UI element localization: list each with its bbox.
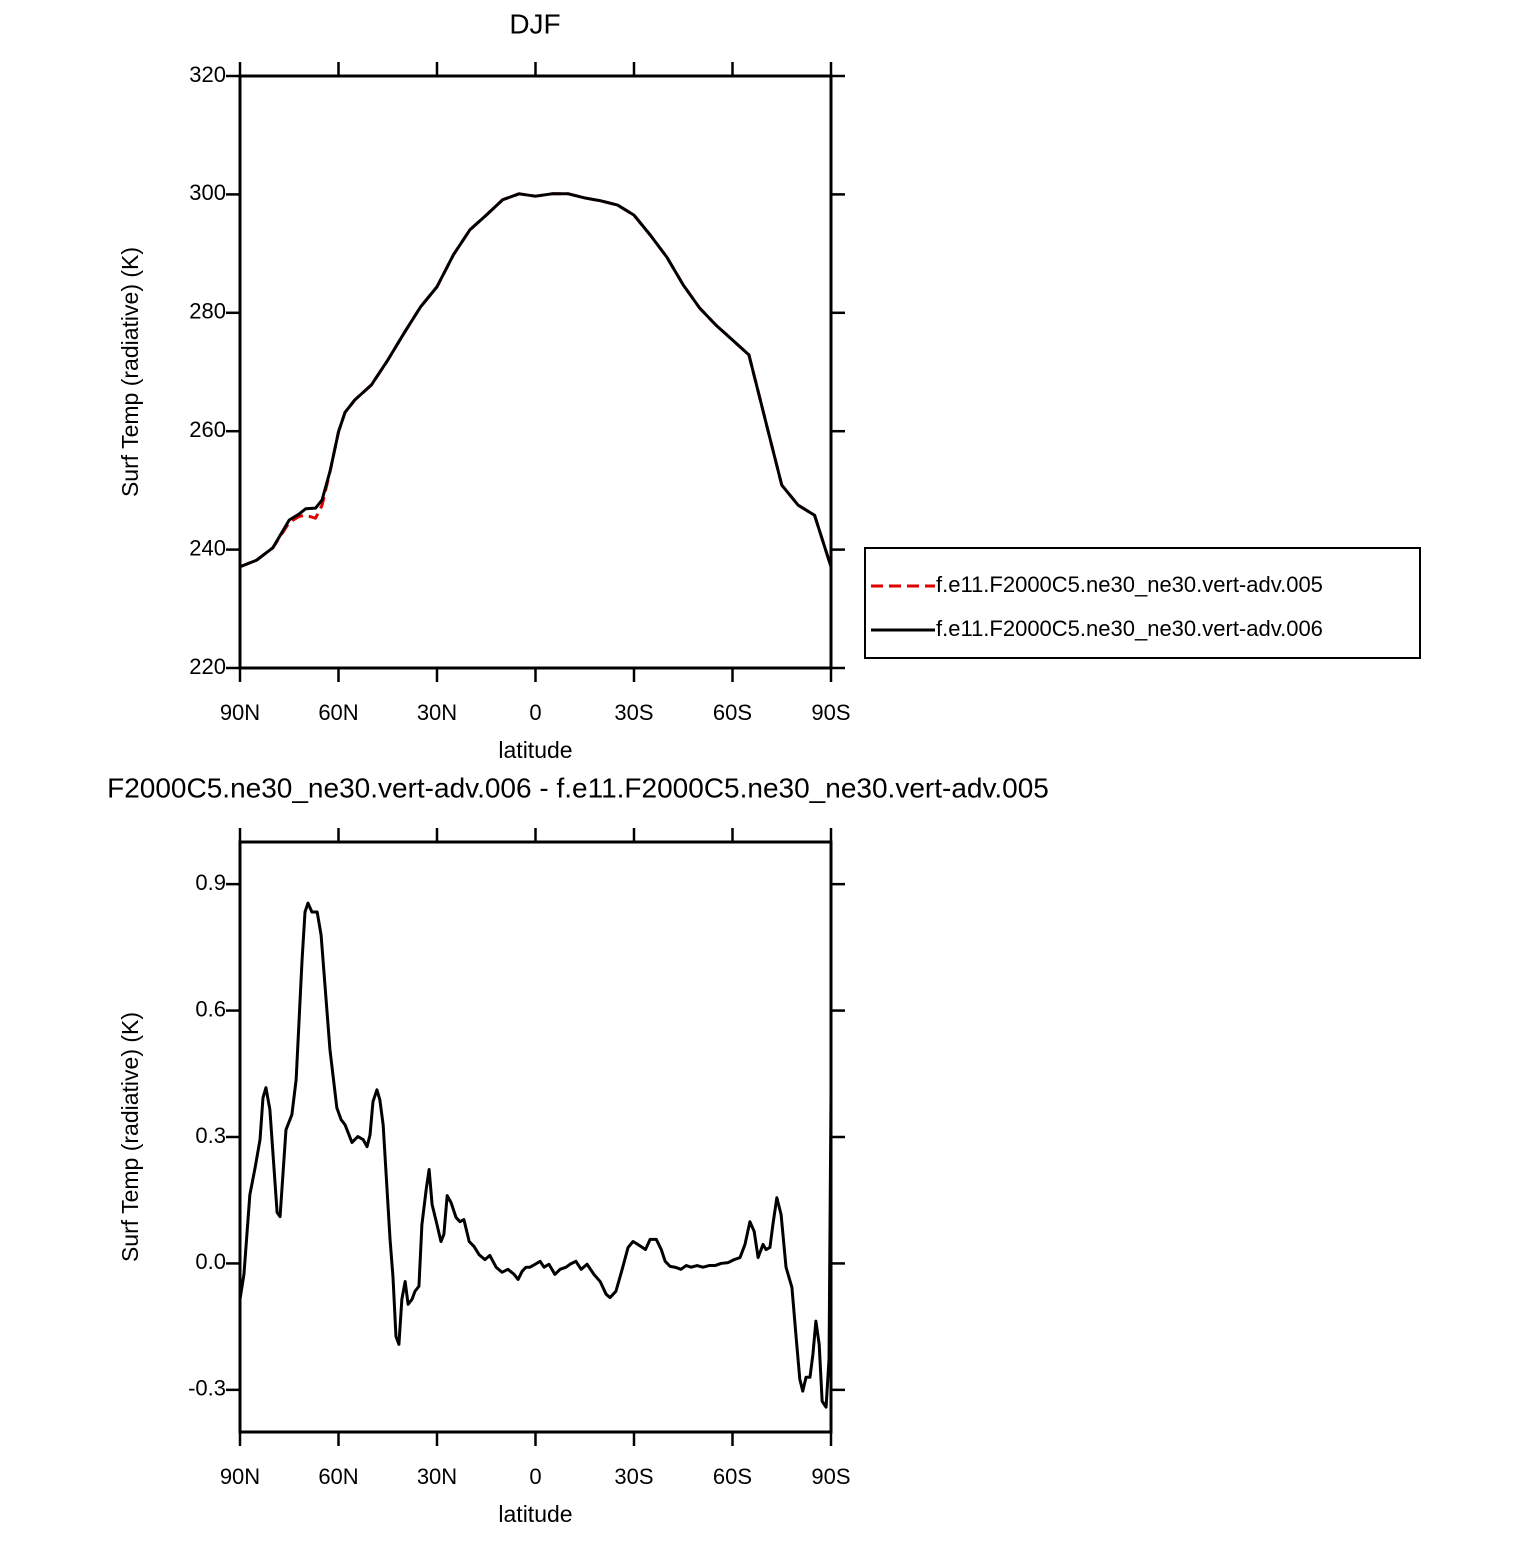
chart-title: DJF [509, 8, 560, 39]
y-tick-label: 320 [189, 62, 226, 87]
y-tick-label: 0.0 [195, 1249, 226, 1274]
y-tick-label: 280 [189, 299, 226, 324]
legend-box [864, 547, 1421, 659]
y-tick-label: 0.3 [195, 1123, 226, 1148]
legend-label: f.e11.F2000C5.ne30_ne30.vert-adv.006 [936, 616, 1323, 641]
plot-frame [238, 840, 833, 1434]
y-tick-label: 0.6 [195, 996, 226, 1021]
x-axis-label: latitude [498, 1501, 572, 1527]
legend-label: f.e11.F2000C5.ne30_ne30.vert-adv.005 [936, 572, 1323, 597]
x-tick-label: 30S [614, 700, 653, 725]
x-tick-label: 90N [220, 1464, 260, 1489]
x-tick-label: 60S [713, 700, 752, 725]
plot-frame [238, 74, 833, 670]
chart-title: F2000C5.ne30_ne30.vert-adv.006 - f.e11.F… [107, 772, 1049, 803]
x-tick-label: 30S [614, 1464, 653, 1489]
y-tick-label: 300 [189, 180, 226, 205]
x-tick-label: 90S [811, 1464, 850, 1489]
x-tick-label: 30N [417, 1464, 457, 1489]
x-tick-label: 0 [529, 1464, 541, 1489]
x-tick-label: 90S [811, 700, 850, 725]
x-tick-label: 90N [220, 700, 260, 725]
y-tick-label: 0.9 [195, 870, 226, 895]
x-tick-label: 0 [529, 700, 541, 725]
x-tick-label: 60S [713, 1464, 752, 1489]
x-tick-label: 30N [417, 700, 457, 725]
y-axis-label: Surf Temp (radiative) (K) [117, 247, 143, 497]
data-line [239, 192, 833, 569]
y-tick-label: -0.3 [188, 1376, 226, 1401]
data-line [239, 192, 833, 569]
y-tick-label: 260 [189, 417, 226, 442]
data-line [238, 901, 833, 1409]
x-tick-label: 60N [318, 700, 358, 725]
y-tick-label: 220 [189, 654, 226, 679]
x-axis-label: latitude [498, 737, 572, 763]
x-tick-label: 60N [318, 1464, 358, 1489]
y-tick-label: 240 [189, 535, 226, 560]
y-axis-label: Surf Temp (radiative) (K) [117, 1012, 143, 1262]
